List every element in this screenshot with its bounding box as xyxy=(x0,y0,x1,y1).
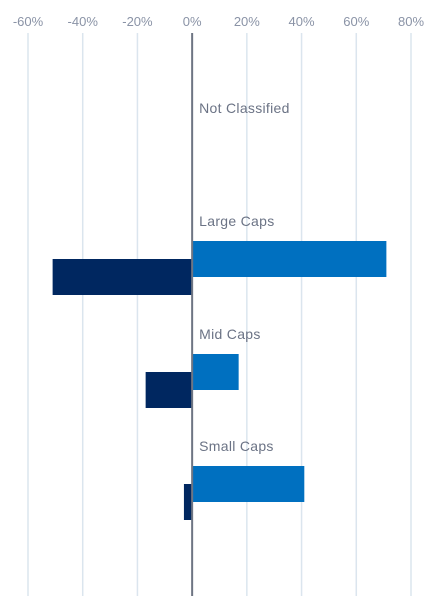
positive-bar xyxy=(192,354,239,390)
positive-bar xyxy=(192,241,387,277)
x-tick-label: 60% xyxy=(343,14,369,29)
x-tick-label: -20% xyxy=(122,14,153,29)
bars xyxy=(52,241,387,520)
x-tick-label: 80% xyxy=(398,14,424,29)
category-labels: Not Classified Large Caps Mid Caps Small Ca… xyxy=(199,100,290,454)
category-label: Mid Caps xyxy=(199,326,261,342)
positive-bar xyxy=(192,466,305,502)
x-tick-label: -60% xyxy=(13,14,44,29)
x-tick-label: 40% xyxy=(289,14,315,29)
category-label: Large Caps xyxy=(199,213,274,229)
gridlines xyxy=(27,33,412,596)
x-axis-ticks: -60% -40% -20% 0% 20% 40% 60% 80% xyxy=(13,14,424,29)
negative-bar xyxy=(183,484,193,520)
x-tick-label: -40% xyxy=(68,14,99,29)
x-tick-label: 0% xyxy=(183,14,202,29)
category-label: Small Caps xyxy=(199,438,274,454)
negative-bar xyxy=(52,259,193,295)
negative-bar xyxy=(145,372,193,408)
x-tick-label: 20% xyxy=(234,14,260,29)
category-label: Not Classified xyxy=(199,100,290,116)
